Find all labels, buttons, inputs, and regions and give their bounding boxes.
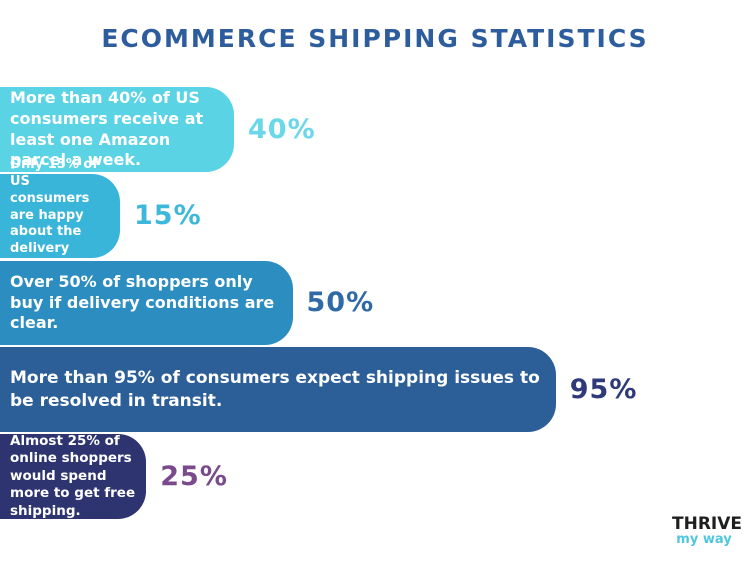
bar-2: Only 15% of US consumers are happy about… — [0, 157, 120, 273]
value-label: 95% — [569, 373, 638, 405]
thrive-my-way-logo: THRIVE my way — [672, 514, 743, 547]
bar-label: More than 95% of consumers expect shippi… — [10, 368, 540, 411]
bar-label: Only 15% of US consumers are happy about… — [10, 156, 98, 273]
value-label: 25% — [160, 460, 228, 492]
bar-1: More than 40% of US consumers receive at… — [0, 87, 234, 172]
value-label: 15% — [134, 200, 202, 231]
bar-4: More than 95% of consumers expect shippi… — [0, 347, 556, 432]
logo-text-bottom: my way — [676, 532, 732, 547]
bar-label: Over 50% of shoppers only buy if deliver… — [10, 271, 275, 333]
value-label: 50% — [306, 287, 375, 318]
bar-label: More than 40% of US consumers receive at… — [10, 87, 204, 170]
bar-3: Over 50% of shoppers only buy if deliver… — [0, 261, 293, 345]
logo-text-top: THRIVE — [672, 514, 743, 534]
chart-title: ECOMMERCE SHIPPING STATISTICS — [101, 24, 649, 53]
value-label: 40% — [248, 113, 316, 145]
bar-label: Almost 25% of online shoppers would spen… — [10, 432, 136, 519]
bar-5: Almost 25% of online shoppers would spen… — [0, 432, 147, 519]
